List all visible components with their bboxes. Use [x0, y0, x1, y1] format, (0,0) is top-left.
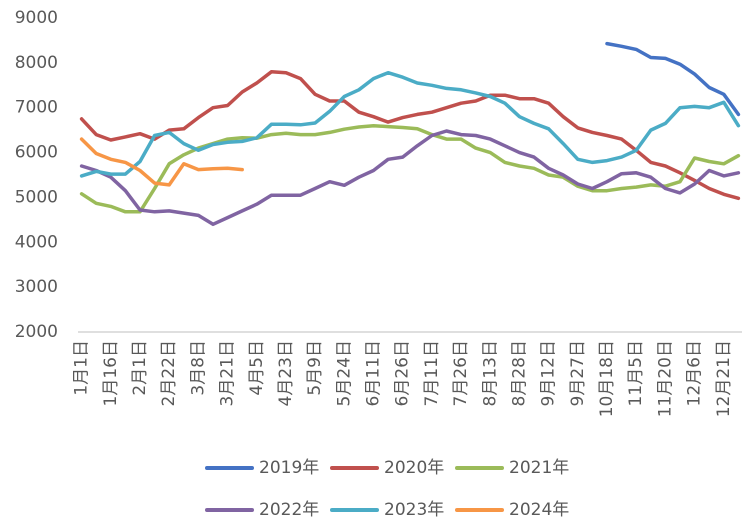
x-tick-label: 8月13日: [480, 340, 500, 406]
legend-label: 2021年: [509, 458, 569, 478]
y-tick-label: 8000: [15, 53, 58, 73]
series-line: [79, 70, 741, 201]
x-tick-label: 12月6日: [685, 340, 705, 406]
series-line: [79, 137, 244, 187]
x-tick-label: 2月22日: [159, 340, 179, 406]
series-line: [79, 123, 741, 214]
x-tick-label: 3月21日: [218, 340, 238, 406]
x-tick-label: 7月26日: [451, 340, 471, 406]
x-tick-label: 10月18日: [597, 340, 617, 417]
x-tick-label: 3月8日: [188, 340, 208, 396]
y-tick-label: 3000: [15, 277, 58, 297]
legend-label: 2020年: [384, 458, 444, 478]
y-tick-label: 6000: [15, 143, 58, 163]
x-tick-label: 1月1日: [72, 340, 92, 396]
legend-label: 2024年: [509, 500, 569, 520]
legend-label: 2023年: [384, 500, 444, 520]
y-tick-label: 2000: [15, 322, 58, 342]
x-tick-label: 7月11日: [422, 340, 442, 406]
x-tick-label: 6月11日: [364, 340, 384, 406]
x-tick-label: 4月5日: [247, 340, 267, 396]
x-tick-label: 4月23日: [276, 340, 296, 406]
x-tick-label: 8月28日: [509, 340, 529, 406]
x-tick-label: 11月20日: [655, 340, 675, 417]
y-tick-label: 5000: [15, 187, 58, 207]
x-tick-label: 1月16日: [101, 340, 121, 406]
x-tick-label: 5月9日: [305, 340, 325, 396]
series-line: [79, 70, 741, 178]
y-tick-label: 7000: [15, 98, 58, 118]
x-tick-label: 2月1日: [130, 340, 150, 396]
x-tick-label: 5月24日: [334, 340, 354, 406]
legend-label: 2022年: [259, 500, 319, 520]
y-tick-label: 4000: [15, 232, 58, 252]
x-tick-label: 11月5日: [626, 340, 646, 406]
x-tick-label: 9月12日: [539, 340, 559, 406]
y-tick-label: 9000: [15, 8, 58, 28]
x-tick-label: 9月27日: [568, 340, 588, 406]
series-line: [79, 129, 741, 227]
legend-label: 2019年: [259, 458, 319, 478]
x-tick-label: 12月21日: [714, 340, 734, 417]
series-line: [605, 41, 741, 117]
x-tick-label: 6月26日: [393, 340, 413, 406]
